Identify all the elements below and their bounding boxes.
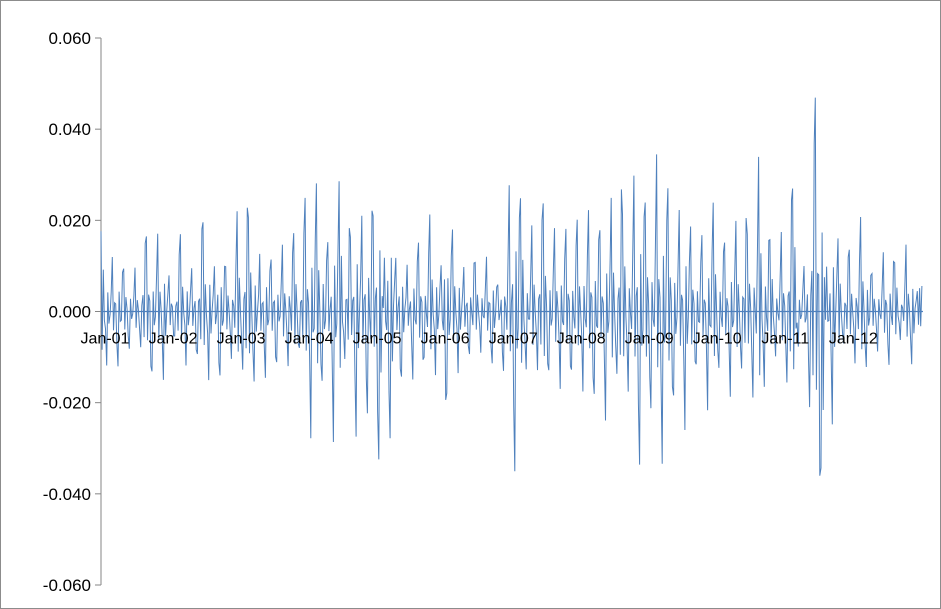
x-tick-label: Jan-09 [625,331,674,348]
x-tick-label: Jan-08 [557,331,606,348]
series-group [100,97,923,476]
y-tick-label: 0.040 [48,120,91,139]
y-tick-label: -0.020 [43,394,91,413]
x-tick-label: Jan-12 [829,331,878,348]
x-tick-label: Jan-03 [217,331,266,348]
y-tick-label: -0.060 [43,576,91,595]
x-tick-label: Jan-02 [149,331,198,348]
x-tick-label: Jan-07 [489,331,538,348]
y-tick-label: -0.040 [43,485,91,504]
y-tick-label: 0.000 [48,303,91,322]
x-tick-labels: Jan-01 Jan-02 Jan-03 Jan-04 Jan-05 Jan-06 Jan-… [81,331,878,348]
y-tick-label: 0.020 [48,211,91,230]
x-tick-label: Jan-10 [693,331,742,348]
x-tick-label: Jan-05 [353,331,402,348]
x-tick-label: Jan-11 [761,331,809,348]
y-tick-label: 0.060 [48,29,91,48]
x-tick-label: Jan-04 [285,331,334,348]
y-axis: 0.060 0.040 0.020 0.000 -0.020 -0.040 -0.060 [43,29,102,595]
x-tick-label: Jan-06 [421,331,470,348]
x-tick-label: Jan-01 [81,331,130,348]
series-line [100,97,923,476]
